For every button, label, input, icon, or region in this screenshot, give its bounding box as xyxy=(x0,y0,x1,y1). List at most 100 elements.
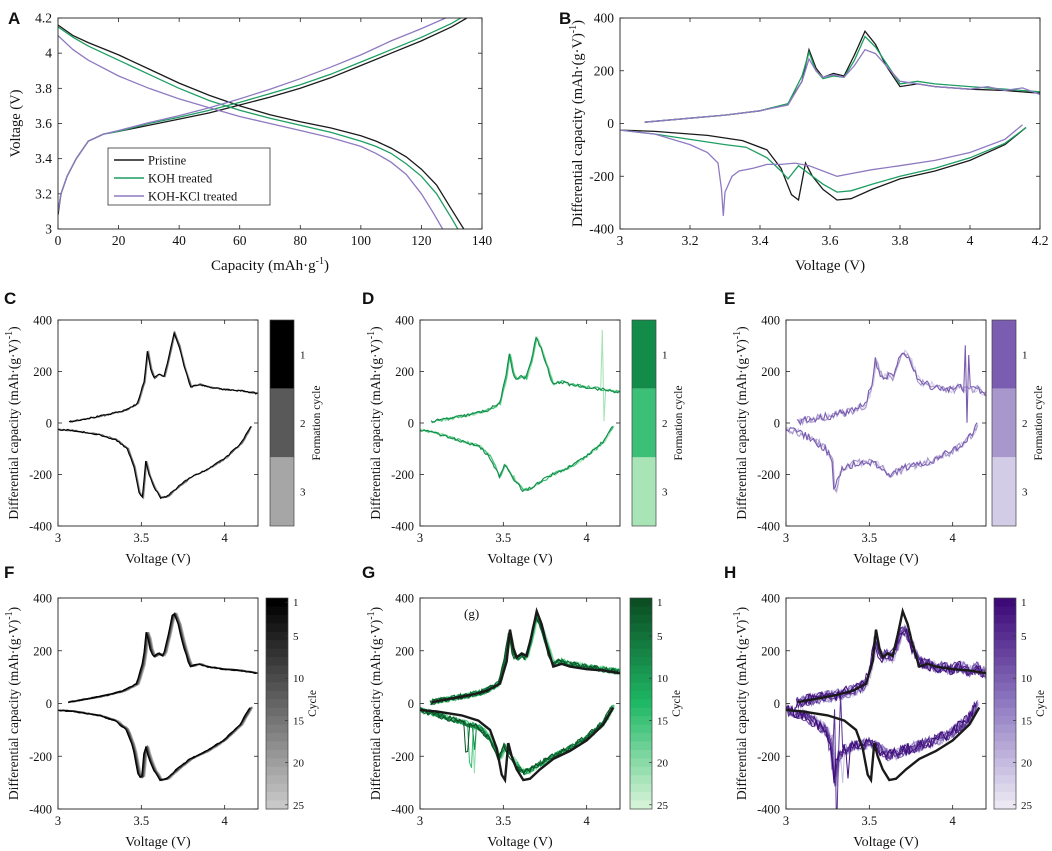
y-tick-label: -400 xyxy=(757,803,780,817)
y-axis-label-text: Differential capacity (mAh·(g·V) xyxy=(570,33,586,227)
colorbar-segment xyxy=(266,699,288,709)
x-axis-label-sup: -1 xyxy=(316,256,324,267)
colorbar-segment xyxy=(632,457,656,526)
colorbar-tick-label: 2 xyxy=(662,418,668,430)
y-tick-label: 200 xyxy=(395,644,414,658)
y-tick-label: -200 xyxy=(29,468,52,482)
x-axis-label: Voltage (V) xyxy=(795,258,865,274)
colorbar-tick-label: 3 xyxy=(1022,487,1028,499)
y-axis-label-close: ) xyxy=(6,607,21,612)
y-tick-label: -200 xyxy=(589,169,614,184)
colorbar-segment xyxy=(266,741,288,751)
colorbar-segment xyxy=(266,631,288,641)
colorbar-segment xyxy=(266,640,288,650)
y-axis-label-close: ) xyxy=(734,607,749,612)
x-tick-label: 60 xyxy=(233,233,247,248)
colorbar-label: Cycle xyxy=(1035,690,1047,717)
colorbar-tick-label: 1 xyxy=(657,597,663,609)
reference-line-1 xyxy=(420,706,615,784)
y-tick-label: 3.2 xyxy=(35,186,52,201)
plot-frame xyxy=(57,17,483,230)
colorbar-segment xyxy=(994,707,1016,717)
plot-frame xyxy=(419,597,621,810)
x-tick-label: 20 xyxy=(112,233,126,248)
colorbar-tick-label: 10 xyxy=(657,673,669,685)
y-tick-label: 0 xyxy=(46,697,52,711)
x-tick-label: 3.5 xyxy=(862,531,878,545)
x-axis-label-close: ) xyxy=(324,258,329,274)
colorbar-segment xyxy=(266,657,288,667)
colorbar-segment xyxy=(266,800,288,810)
colorbar-segment xyxy=(994,648,1016,658)
x-tick-label: 140 xyxy=(472,233,493,248)
x-tick-label: 4.2 xyxy=(1032,233,1049,248)
colorbar-segment xyxy=(630,800,652,810)
x-tick-label: 4 xyxy=(967,233,974,248)
colorbar-segment xyxy=(630,733,652,743)
series-line-4 xyxy=(58,18,446,212)
x-axis-label: Voltage (V) xyxy=(487,552,553,567)
x-axis-label-text: Voltage (V) xyxy=(853,835,919,850)
y-axis-label-text: Differential capacity (mAh·(g·V) xyxy=(368,620,383,800)
y-tick-label: 400 xyxy=(761,314,780,328)
x-tick-label: 3.5 xyxy=(496,531,512,545)
y-axis-label: Differential capacity (mAh·(g·V)-1) xyxy=(4,607,21,800)
colorbar-segment xyxy=(994,682,1016,692)
plot-area xyxy=(786,320,986,526)
series-line-1 xyxy=(420,425,615,491)
y-axis-label: Differential capacity (mAh·(g·V)-1) xyxy=(366,326,383,519)
panel-A: 0 20 40 60 80 100 120 140 3 3.2 3.4 3.6 3.8 4 4.2 Capac… xyxy=(8,11,492,275)
x-tick-label: 4 xyxy=(584,531,591,545)
x-axis-label: Voltage (V) xyxy=(487,835,553,850)
colorbar-tick-label: 20 xyxy=(293,758,305,770)
colorbar-segment xyxy=(994,665,1016,675)
y-tick-label: -400 xyxy=(589,222,614,237)
colorbar-tick-label: 5 xyxy=(293,631,299,643)
legend-entry: KOH treated xyxy=(148,172,213,186)
colorbar-segment xyxy=(630,657,652,667)
plot-area xyxy=(420,320,620,526)
colorbar-tick-label: 25 xyxy=(657,800,669,812)
y-tick-label: 4.2 xyxy=(35,11,52,26)
panel-G: 3 3.5 4 -400 -200 0 200 400 Voltage (V) Different… xyxy=(366,592,683,851)
y-tick-label: 0 xyxy=(408,417,414,431)
y-axis-label-sup: -1 xyxy=(4,331,15,339)
colorbar-segment xyxy=(266,775,288,785)
panel-label: G xyxy=(362,563,375,582)
y-tick-label: 400 xyxy=(395,314,414,328)
series-line-5 xyxy=(58,426,252,500)
y-axis-label: Voltage (V) xyxy=(8,89,24,157)
series-line-4 xyxy=(430,336,620,423)
x-tick-label: 3.2 xyxy=(682,233,699,248)
plot-frame xyxy=(619,17,1041,230)
x-tick-label: 3.5 xyxy=(862,814,878,828)
colorbar-segment xyxy=(992,388,1016,458)
colorbar-label: Formation cycle xyxy=(673,385,685,460)
y-tick-label: -400 xyxy=(29,803,52,817)
panel-label: H xyxy=(724,563,736,582)
colorbar-tick-label: 2 xyxy=(300,418,306,430)
x-axis-label-text: Voltage (V) xyxy=(795,258,865,274)
x-tick-label: 4 xyxy=(950,814,957,828)
x-axis-label-text: Voltage (V) xyxy=(125,552,191,567)
y-tick-label: 200 xyxy=(33,644,52,658)
y-tick-label: -400 xyxy=(29,520,52,534)
reference-line-0 xyxy=(797,606,986,704)
colorbar-tick-label: 20 xyxy=(657,758,669,770)
colorbar-segment xyxy=(630,749,652,759)
colorbar-segment xyxy=(994,775,1016,785)
colorbar-segment xyxy=(266,733,288,743)
y-tick-label: -400 xyxy=(757,520,780,534)
colorbar-segment xyxy=(630,716,652,726)
colorbar-tick-label: 2 xyxy=(1022,418,1028,430)
y-axis-label-close: ) xyxy=(734,326,749,331)
x-tick-label: 3 xyxy=(55,814,61,828)
series-line-3 xyxy=(58,26,459,229)
colorbar-segment xyxy=(630,758,652,768)
y-axis-label-text: Differential capacity (mAh·(g·V) xyxy=(734,620,749,800)
y-tick-label: 200 xyxy=(395,365,414,379)
colorbar-segment xyxy=(266,749,288,759)
colorbar-segment xyxy=(266,783,288,793)
colorbar-tick-label: 25 xyxy=(293,800,305,812)
colorbar-segment xyxy=(994,614,1016,624)
